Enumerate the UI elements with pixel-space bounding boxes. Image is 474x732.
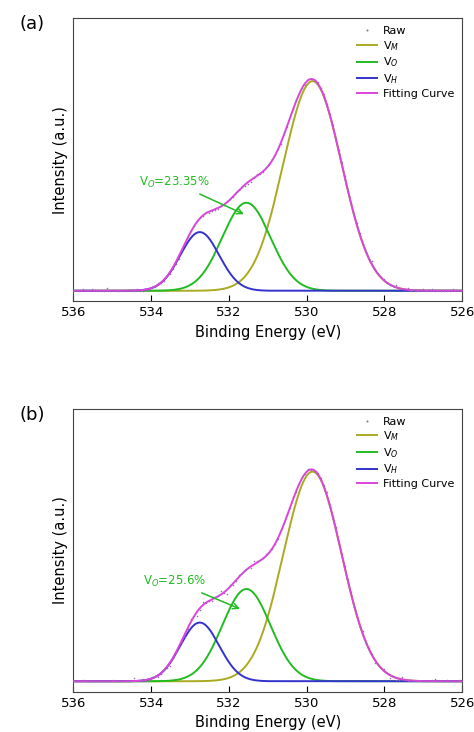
Text: (b): (b) xyxy=(19,406,45,424)
Text: (a): (a) xyxy=(19,15,44,34)
X-axis label: Binding Energy (eV): Binding Energy (eV) xyxy=(195,325,341,340)
Legend: Raw, V$_M$, V$_O$, V$_H$, Fitting Curve: Raw, V$_M$, V$_O$, V$_H$, Fitting Curve xyxy=(355,414,456,491)
Legend: Raw, V$_M$, V$_O$, V$_H$, Fitting Curve: Raw, V$_M$, V$_O$, V$_H$, Fitting Curve xyxy=(355,24,456,101)
Text: V$_O$=23.35%: V$_O$=23.35% xyxy=(139,175,242,214)
Y-axis label: Intensity (a.u.): Intensity (a.u.) xyxy=(53,496,68,604)
Text: V$_O$=25.6%: V$_O$=25.6% xyxy=(143,574,238,609)
Y-axis label: Intensity (a.u.): Intensity (a.u.) xyxy=(53,106,68,214)
X-axis label: Binding Energy (eV): Binding Energy (eV) xyxy=(195,715,341,730)
